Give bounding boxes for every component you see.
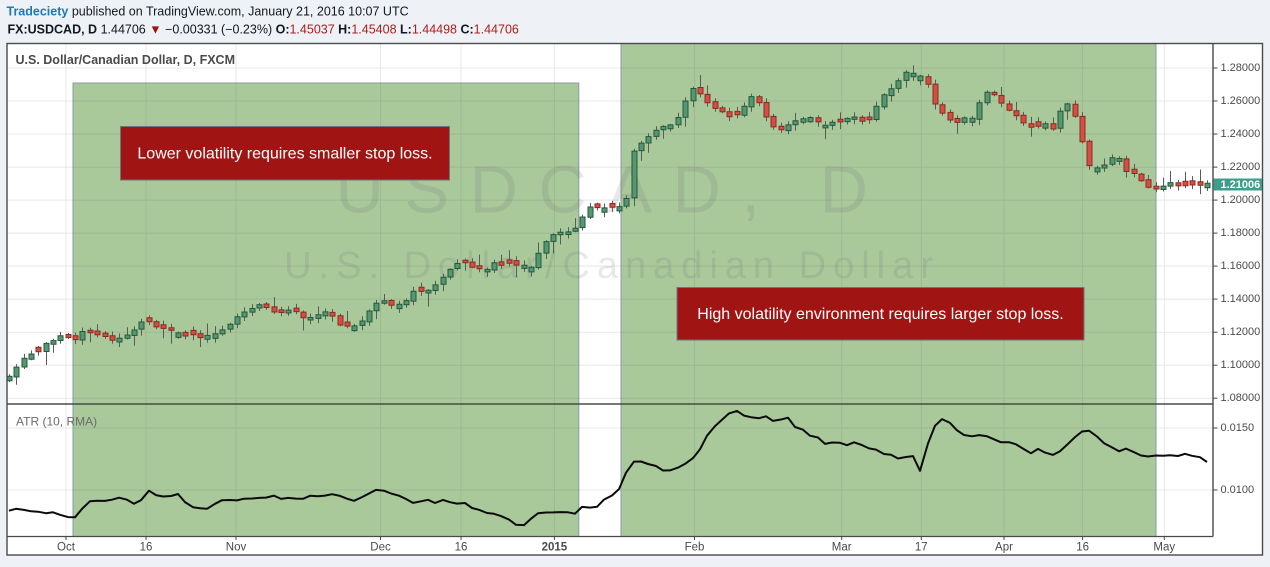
svg-text:Feb: Feb [685,542,705,554]
svg-text:Nov: Nov [226,542,247,554]
svg-text:Tradeciety published on Tradin: Tradeciety published on TradingView.com,… [7,5,409,19]
svg-text:1.16000: 1.16000 [1221,260,1261,272]
svg-text:1.10000: 1.10000 [1221,359,1261,371]
svg-text:16: 16 [1076,542,1089,554]
svg-text:ATR (10, RMA): ATR (10, RMA) [16,415,97,429]
svg-text:1.21006: 1.21006 [1221,179,1261,191]
svg-text:17: 17 [915,542,928,554]
svg-text:Lower volatility requires smal: Lower volatility requires smaller stop l… [137,146,432,163]
svg-text:FX:USDCAD, D 1.44706 ▼ −0.003: FX:USDCAD, D 1.44706 ▼ −0.00331 (−0.23%)… [8,23,519,37]
svg-text:1.26000: 1.26000 [1221,95,1261,107]
svg-text:1.18000: 1.18000 [1221,227,1261,239]
svg-text:1.24000: 1.24000 [1221,128,1261,140]
svg-text:1.14000: 1.14000 [1221,293,1261,305]
svg-text:0.0150: 0.0150 [1221,422,1255,434]
svg-text:May: May [1153,542,1175,554]
svg-text:Apr: Apr [995,542,1013,554]
svg-text:2015: 2015 [542,542,568,554]
svg-text:U.S. Dollar/Canadian Dollar: U.S. Dollar/Canadian Dollar [284,245,940,287]
svg-text:1.20000: 1.20000 [1221,194,1261,206]
svg-text:Dec: Dec [370,542,391,554]
svg-text:1.12000: 1.12000 [1221,326,1261,338]
svg-text:U.S. Dollar/Canadian Dollar, D: U.S. Dollar/Canadian Dollar, D, FXCM [16,53,235,67]
svg-text:High volatility environment re: High volatility environment requires lar… [697,306,1063,323]
svg-text:Mar: Mar [832,542,852,554]
svg-text:1.22000: 1.22000 [1221,161,1261,173]
svg-text:16: 16 [455,542,468,554]
svg-text:0.0100: 0.0100 [1221,484,1255,496]
svg-text:1.08000: 1.08000 [1221,392,1261,404]
svg-text:Oct: Oct [57,542,76,554]
svg-text:1.28000: 1.28000 [1221,62,1261,74]
svg-text:16: 16 [140,542,153,554]
